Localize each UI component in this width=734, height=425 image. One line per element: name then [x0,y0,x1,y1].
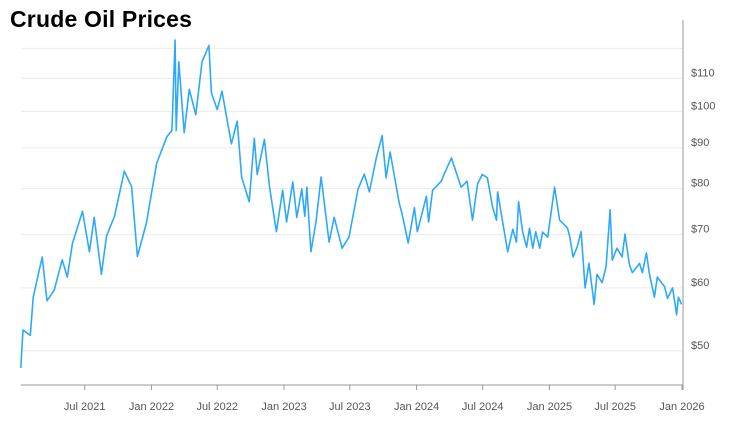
chart-title: Crude Oil Prices [10,6,193,32]
x-tick-label: Jul 2025 [594,401,636,413]
y-tick-label: $80 [691,177,709,189]
gridlines [21,47,683,352]
y-tick-label: $90 [691,137,709,149]
x-tick-label: Jul 2024 [462,401,504,413]
y-tick-label: $100 [691,100,715,112]
axes [21,20,684,390]
x-tick-label: Jan 2025 [527,401,572,413]
x-tick-label: Jan 2022 [129,401,174,413]
y-tick-label: $60 [691,277,709,289]
x-tick-label: Jan 2026 [659,401,704,413]
x-tick-label: Jul 2022 [196,401,238,413]
series-line [20,39,683,368]
y-tick-label: $110 [691,67,715,79]
x-tick-label: Jan 2024 [394,401,439,413]
x-axis-ticks: Jul 2021 Jan 2022 Jul 2022 Jan 2023 Jul 2023… [64,385,705,413]
x-tick-label: Jan 2023 [261,401,306,413]
x-tick-label: Jul 2021 [64,401,106,413]
y-axis-ticks: $50 $60 $70 $80 $90 $100 $110 [691,67,715,351]
y-tick-label: $50 [691,340,709,352]
y-tick-label: $70 [691,224,709,236]
x-tick-label: Jul 2023 [329,401,371,413]
